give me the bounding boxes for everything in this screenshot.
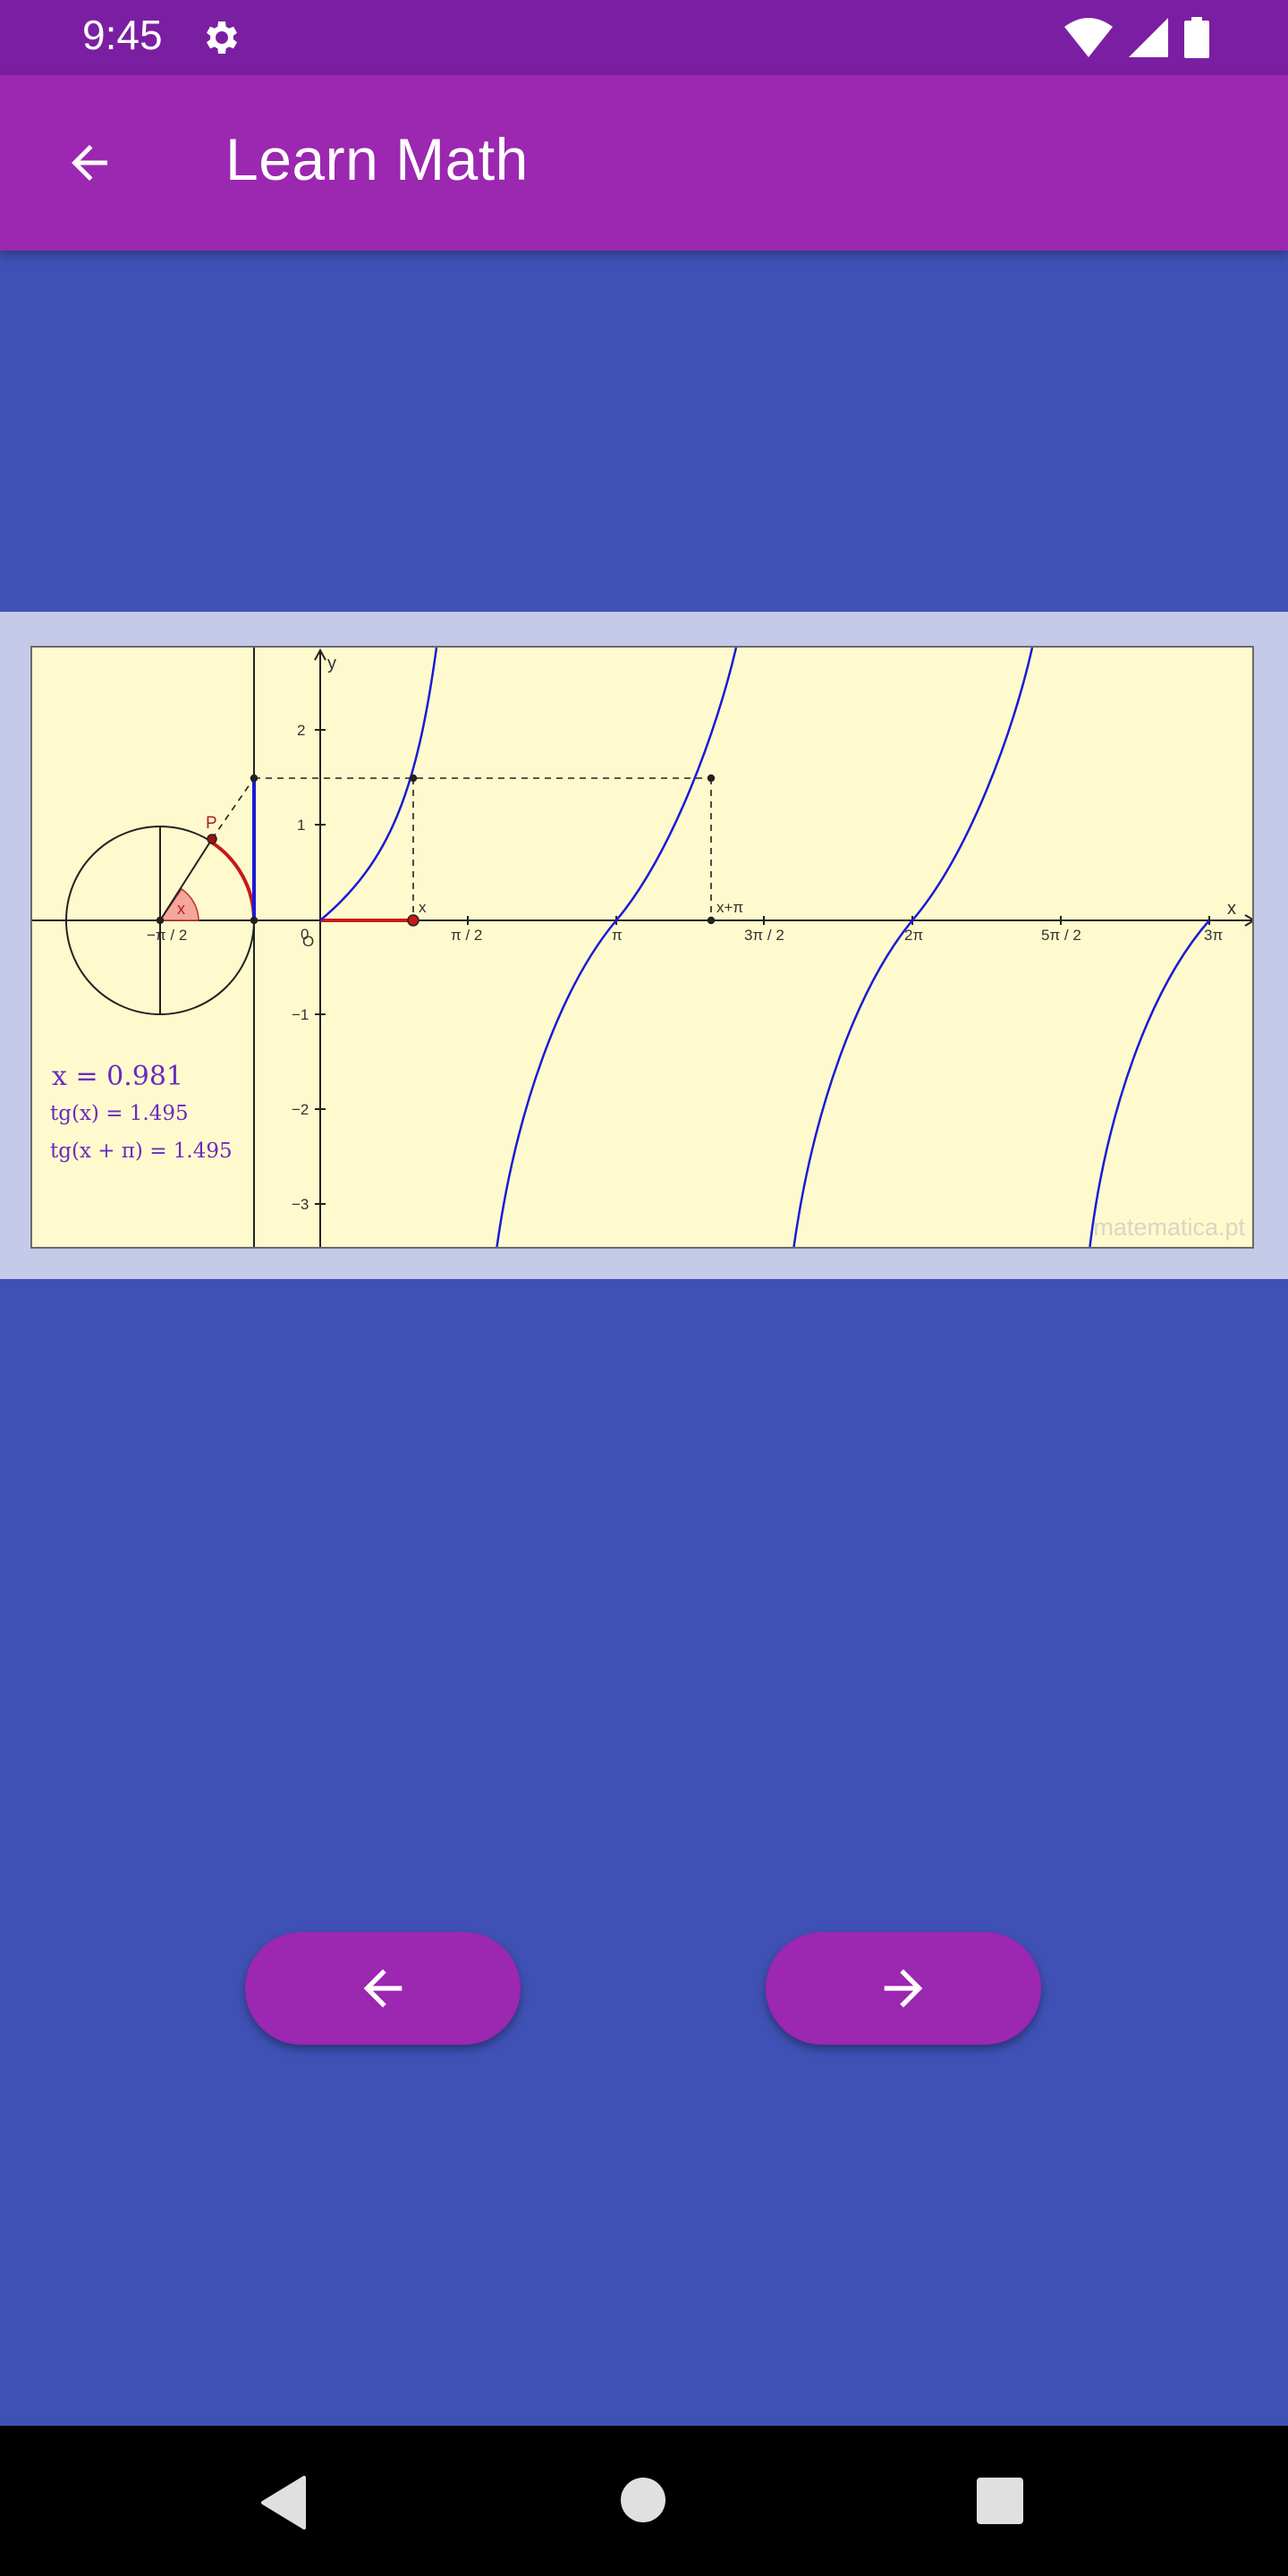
x-tick-label: 2π: [904, 927, 923, 944]
y-tick-label: −3: [292, 1196, 309, 1213]
arrow-left-icon: [363, 1969, 402, 2008]
point-x-axis: [407, 914, 419, 927]
y-tick-label: −1: [292, 1006, 309, 1023]
angle-label: x: [177, 900, 185, 918]
x-tick-label: 3π: [1204, 927, 1223, 944]
arc-x: [210, 841, 256, 921]
x-axis-arrow: [1244, 914, 1252, 927]
arrow-back-icon: [72, 145, 107, 181]
tangent-graph-svg: −π / 2 π / 2 π 3π / 2 2π 5π / 2 3π 2 1 −…: [32, 648, 1252, 1247]
nav-recents-icon[interactable]: [977, 2478, 1023, 2524]
x-axis-label: x: [1227, 899, 1236, 919]
y-axis-arrow: [314, 648, 326, 661]
settings-gear-icon: [207, 21, 237, 54]
point-tangent-base: [250, 916, 258, 925]
tangent-graph: −π / 2 π / 2 π 3π / 2 2π 5π / 2 3π 2 1 −…: [30, 646, 1254, 1249]
tangent-curves: [319, 648, 1210, 1247]
point-tangent-top: [250, 774, 258, 783]
point-curve-2: [707, 774, 716, 783]
wifi-icon: [1064, 18, 1113, 57]
lesson-image-panel: −π / 2 π / 2 π 3π / 2 2π 5π / 2 3π 2 1 −…: [0, 612, 1288, 1279]
angle-sector: [158, 887, 199, 921]
status-time: 9:45: [82, 12, 163, 58]
point-x-label: x: [419, 899, 427, 916]
arrow-right-icon: [884, 1969, 923, 2008]
back-button[interactable]: [50, 123, 129, 202]
tan-branch-4: [1089, 919, 1210, 1247]
point-p-label: P: [206, 814, 217, 833]
cell-signal-icon: [1129, 18, 1168, 57]
x-tick-label: −π / 2: [147, 927, 187, 944]
point-p: [207, 834, 217, 844]
y-tick-label: 1: [297, 817, 305, 834]
app-title: Learn Math: [225, 126, 529, 192]
readout-tg-x-pi: tg(x + π) = 1.495: [50, 1140, 233, 1163]
readout-tg-x: tg(x) = 1.495: [50, 1102, 189, 1125]
app-bar: Learn Math: [0, 75, 1288, 250]
y-tick-label: −2: [292, 1101, 309, 1118]
points: [156, 774, 716, 927]
radius-to-p: [159, 838, 213, 921]
watermark: matematica.pt: [1093, 1214, 1245, 1241]
nav-back-icon[interactable]: [259, 2476, 309, 2529]
next-button[interactable]: [766, 1932, 1041, 2045]
origin-label: 0: [301, 926, 309, 943]
status-bar: 9:45: [0, 0, 1288, 75]
battery-icon: [1184, 17, 1209, 58]
x-tick-label: 5π / 2: [1041, 927, 1081, 944]
tan-branch-3: [792, 648, 1034, 1247]
x-tick-label: 3π / 2: [744, 927, 784, 944]
point-x-pi-label: x+π: [716, 899, 743, 916]
y-axis-label: y: [327, 654, 336, 674]
x-tick-label: π / 2: [451, 927, 482, 944]
nav-home-icon[interactable]: [621, 2478, 665, 2522]
dashed-guides: [211, 777, 712, 920]
readout-x: x = 0.981: [52, 1061, 184, 1092]
system-nav-bar: [0, 2426, 1288, 2576]
tan-branch-1: [319, 648, 438, 921]
point-x-pi: [707, 916, 716, 925]
tan-branch-2: [496, 648, 738, 1247]
x-tick-label: π: [612, 927, 623, 944]
y-ticks: [315, 729, 326, 1205]
previous-button[interactable]: [245, 1932, 521, 2045]
point-circle-center: [156, 916, 165, 925]
point-curve-1: [409, 774, 418, 783]
origin-circle-label: O: [302, 933, 314, 950]
y-tick-label: 2: [297, 722, 305, 739]
